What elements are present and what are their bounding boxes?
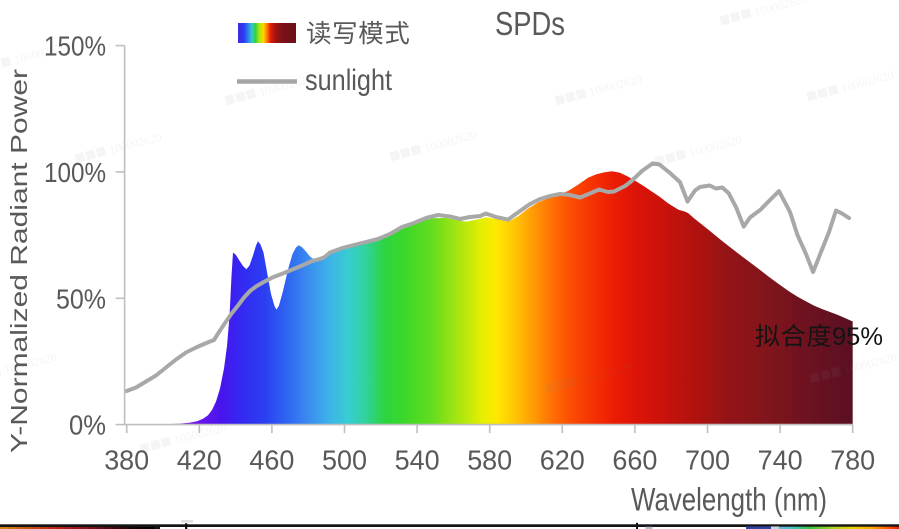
svg-text:sunlight: sunlight: [305, 64, 393, 97]
svg-text:700: 700: [685, 445, 730, 476]
svg-text:Y-Normalized Radiant Power: Y-Normalized Radiant Power: [6, 69, 32, 453]
svg-text:50%: 50%: [56, 283, 106, 314]
svg-text:740: 740: [758, 445, 803, 476]
svg-text:460: 460: [249, 445, 294, 476]
svg-text:660: 660: [612, 445, 657, 476]
svg-text:Wavelength (nm): Wavelength (nm): [631, 482, 827, 518]
svg-text:95%: 95%: [832, 323, 883, 351]
svg-text:620: 620: [540, 445, 585, 476]
svg-text:380: 380: [104, 445, 149, 476]
svg-text:SPDs: SPDs: [495, 5, 565, 42]
svg-text:500: 500: [322, 445, 367, 476]
svg-text:150%: 150%: [44, 31, 106, 62]
svg-text:0%: 0%: [69, 410, 106, 441]
svg-text:580: 580: [467, 445, 512, 476]
svg-text:780: 780: [830, 445, 875, 476]
svg-text:420: 420: [177, 445, 222, 476]
svg-text:540: 540: [395, 445, 440, 476]
svg-text:100%: 100%: [44, 157, 106, 188]
